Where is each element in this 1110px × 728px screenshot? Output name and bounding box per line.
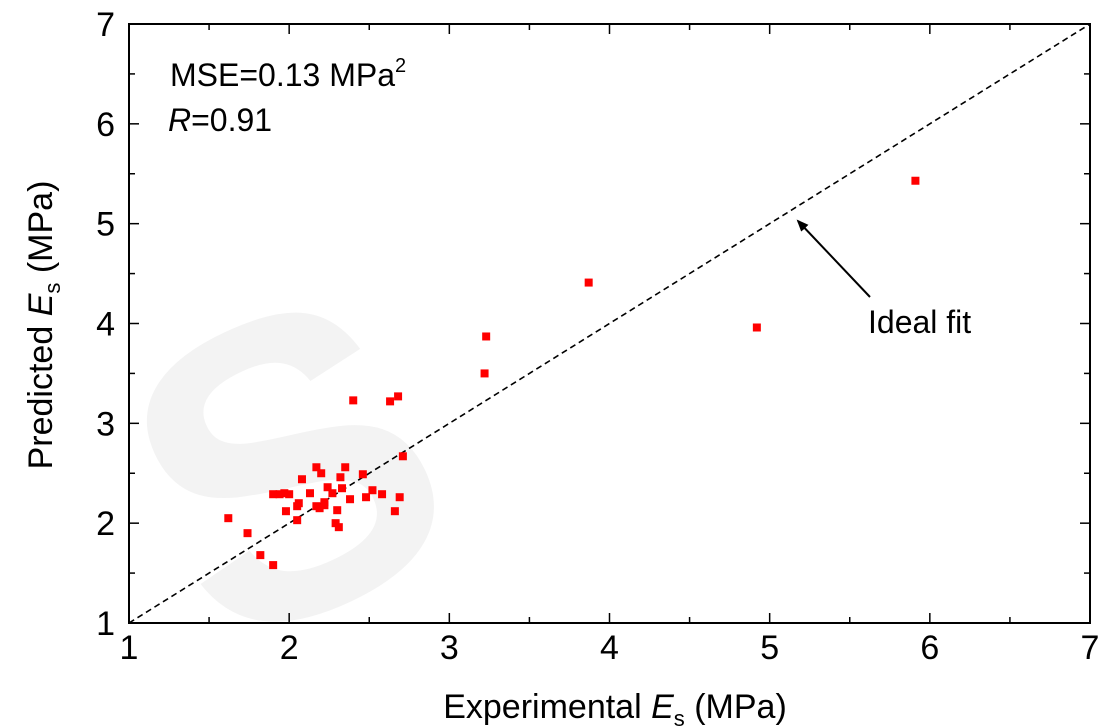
data-point — [378, 490, 387, 499]
y-axis-title-sub: s — [40, 283, 65, 294]
x-tick-label: 4 — [600, 629, 619, 667]
data-point — [334, 523, 343, 532]
x-tick-label: 5 — [760, 629, 779, 667]
data-point — [584, 278, 593, 287]
ideal-fit-line — [128, 23, 1091, 624]
y-tick-label: 4 — [96, 306, 115, 344]
x-tick-label: 2 — [280, 629, 299, 667]
data-point — [269, 561, 278, 570]
data-point — [293, 516, 302, 525]
data-point — [323, 483, 332, 492]
x-axis-title: Experimental Es (MPa) — [443, 688, 787, 728]
data-point — [317, 469, 326, 478]
x-axis-title-prefix: Experimental — [443, 688, 651, 726]
y-tick-label: 1 — [96, 605, 115, 643]
data-point — [336, 473, 345, 482]
data-point — [349, 396, 358, 405]
data-point — [269, 490, 278, 499]
x-tick-label: 7 — [1081, 629, 1100, 667]
y-tick-label: 3 — [96, 405, 115, 443]
r-value: =0.91 — [191, 102, 272, 138]
mse-annotation: MSE=0.13 MPa2 — [170, 55, 406, 93]
data-point — [315, 504, 324, 513]
data-point — [341, 463, 350, 472]
data-point — [368, 486, 377, 495]
data-point — [285, 490, 294, 499]
x-tick-label: 3 — [440, 629, 459, 667]
data-point — [358, 470, 367, 479]
y-axis-title-var: E — [22, 293, 60, 316]
data-point — [294, 499, 303, 508]
data-point — [911, 176, 920, 185]
data-point — [312, 463, 321, 472]
data-point — [224, 514, 233, 523]
y-axis-title-prefix: Predicted — [22, 316, 60, 469]
x-tick-label: 6 — [920, 629, 939, 667]
y-tick-label: 6 — [96, 106, 115, 144]
y-tick-label: 5 — [96, 206, 115, 244]
axis-ticks — [128, 23, 1091, 624]
data-point — [395, 493, 404, 502]
y-tick-label: 2 — [96, 505, 115, 543]
x-axis-title-var: E — [651, 688, 674, 726]
data-point — [280, 489, 289, 498]
data-point — [346, 495, 355, 504]
data-points — [224, 176, 920, 570]
mse-text: MSE=0.13 MPa — [170, 57, 395, 93]
data-point — [394, 392, 403, 401]
data-point — [305, 489, 314, 498]
data-point — [362, 493, 371, 502]
data-point — [328, 489, 337, 498]
data-point — [386, 397, 395, 406]
data-point — [338, 484, 347, 493]
y-tick-label: 7 — [96, 6, 115, 44]
y-axis-title-suffix: (MPa) — [22, 181, 60, 283]
r-annotation: R=0.91 — [168, 102, 272, 138]
data-point — [752, 323, 761, 332]
y-tick-labels: 1 2 3 4 5 6 7 — [96, 6, 115, 643]
x-tick-label: 1 — [120, 629, 139, 667]
data-point — [281, 507, 290, 516]
data-point — [398, 452, 407, 461]
y-axis-title: Predicted Es (MPa) — [22, 181, 65, 470]
data-point — [275, 490, 284, 499]
data-point — [482, 332, 491, 341]
data-point — [480, 369, 489, 378]
data-point — [390, 507, 399, 516]
data-point — [333, 506, 342, 515]
ideal-fit-arrow — [796, 219, 871, 298]
data-point — [243, 529, 252, 538]
data-point — [320, 498, 329, 507]
data-point — [256, 551, 265, 560]
ideal-fit-label: Ideal fit — [868, 304, 971, 340]
x-axis-title-sub: s — [674, 706, 685, 728]
mse-superscript: 2 — [395, 55, 406, 77]
x-axis-title-suffix: (MPa) — [685, 688, 787, 726]
r-variable: R — [168, 102, 191, 138]
data-point — [297, 475, 306, 484]
x-tick-labels: 1 2 3 4 5 6 7 — [120, 629, 1100, 667]
